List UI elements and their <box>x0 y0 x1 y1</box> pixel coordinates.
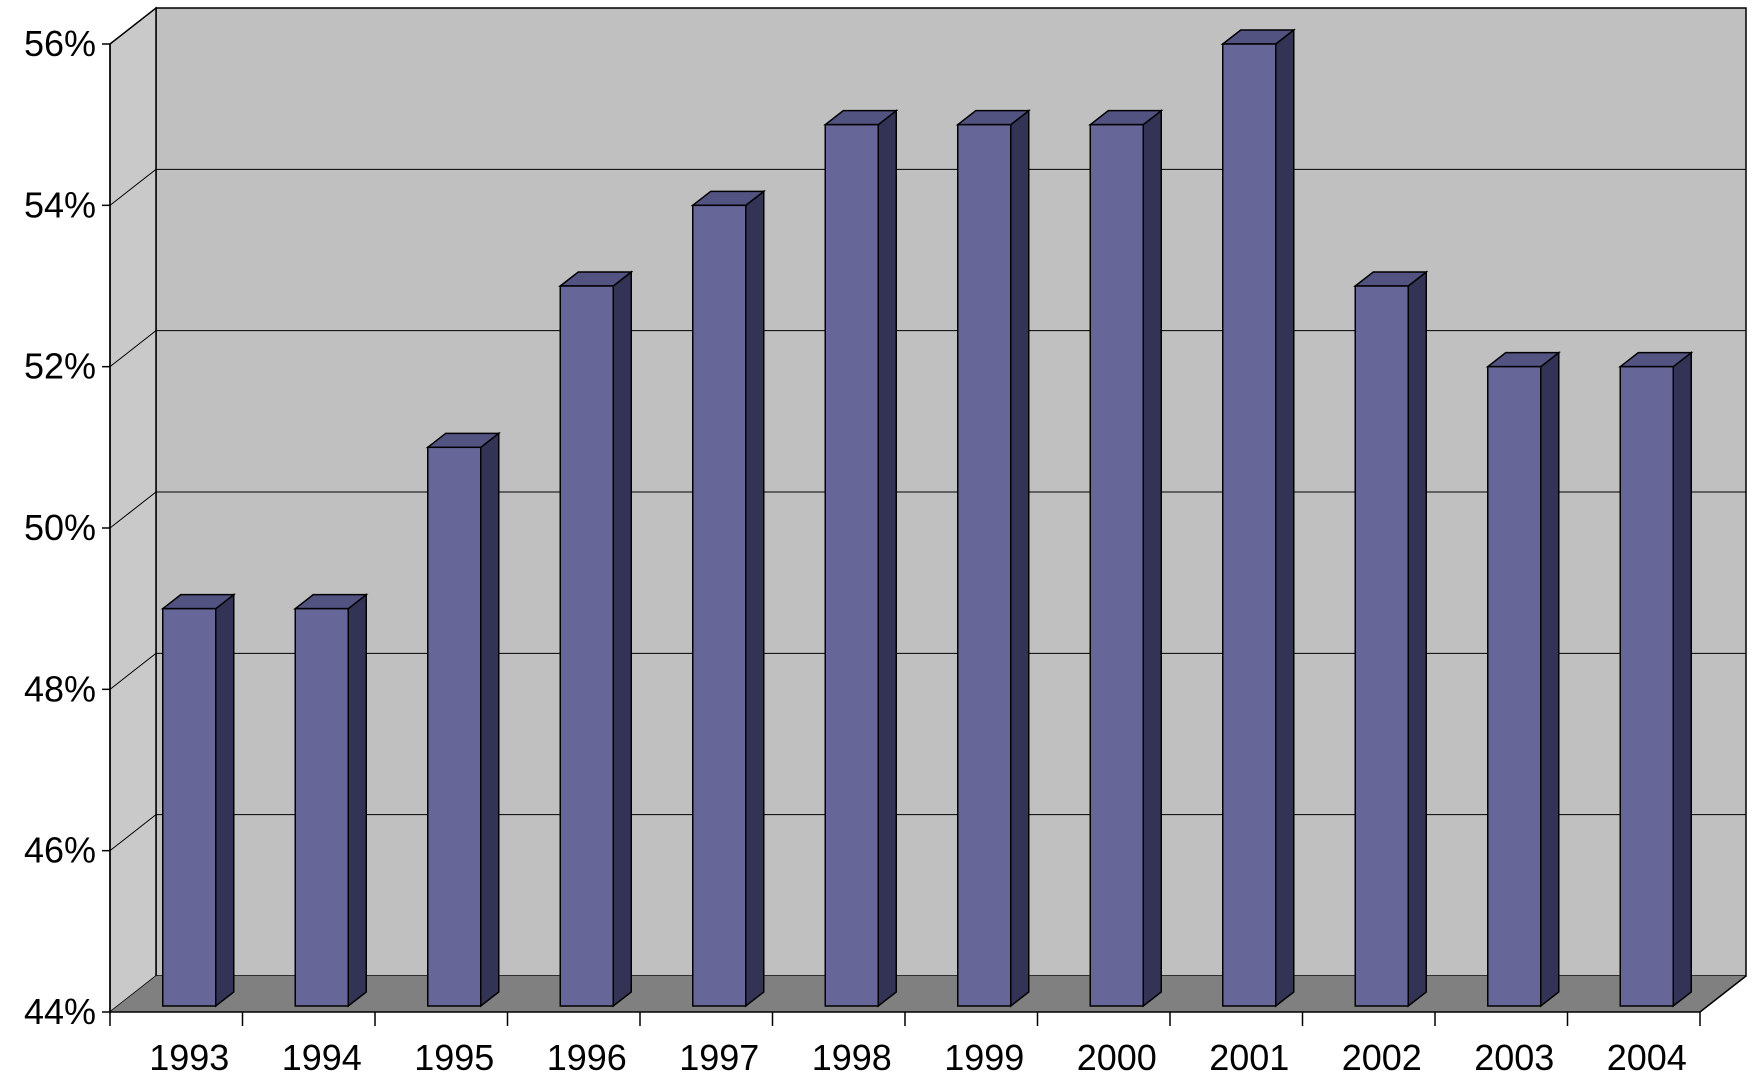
bar-side-face <box>1010 109 1030 1008</box>
floor <box>110 976 1746 1012</box>
bar <box>1485 351 1561 1008</box>
bar-side-face <box>215 593 235 1008</box>
gridline <box>109 330 1746 368</box>
floor-edge-line <box>1699 975 1747 1013</box>
axes <box>102 43 1747 1026</box>
y-tick-label: 48% <box>24 668 96 709</box>
bar-front-face <box>957 123 1012 1007</box>
bar-front-face <box>1354 285 1409 1007</box>
bar <box>1353 270 1429 1008</box>
bar <box>690 189 766 1008</box>
bar-side-face <box>877 109 897 1008</box>
gridline <box>109 491 1746 529</box>
x-tick-label: 1999 <box>944 1037 1024 1078</box>
bar-front-face <box>1619 365 1674 1007</box>
bar-front-face <box>1089 123 1144 1007</box>
y-tick-label: 50% <box>24 507 96 548</box>
x-tick-label: 2001 <box>1209 1037 1289 1078</box>
bar-front-face <box>294 607 349 1007</box>
x-tick-label: 1997 <box>679 1037 759 1078</box>
bar <box>425 431 501 1008</box>
x-tick-label: 1996 <box>547 1037 627 1078</box>
y-tick-label: 52% <box>24 346 96 387</box>
bar-side-face <box>347 593 367 1008</box>
bar-side-face <box>745 189 765 1008</box>
bar-side-face <box>1407 270 1427 1008</box>
gridlines <box>109 7 1746 852</box>
bar-front-face <box>1222 43 1277 1007</box>
bar <box>823 109 899 1008</box>
bar-front-face <box>559 285 614 1007</box>
x-tick-label: 1994 <box>282 1037 362 1078</box>
y-tick-label: 44% <box>24 991 96 1032</box>
x-tick-label: 2002 <box>1342 1037 1422 1078</box>
x-tick-label: 2000 <box>1077 1037 1157 1078</box>
bar-side-face <box>1275 28 1295 1008</box>
x-tick-label: 1995 <box>414 1037 494 1078</box>
bar-side-face <box>1540 351 1560 1008</box>
y-tick-label: 46% <box>24 830 96 871</box>
x-axis-tick-labels: 1993 1994 1995 1996 1997 1998 1999 2000 2001 2002… <box>149 1037 1687 1078</box>
x-tick-label: 1998 <box>812 1037 892 1078</box>
bar <box>558 270 634 1008</box>
y-axis-tick-labels: 44% 46% 48% 50% 52% 54% 56% <box>24 23 96 1032</box>
bar <box>160 593 236 1008</box>
gridline <box>109 168 1746 206</box>
bars <box>160 28 1694 1008</box>
y-tick-label: 56% <box>24 23 96 64</box>
bar-front-face <box>427 446 482 1007</box>
bar-side-face <box>1142 109 1162 1008</box>
bar-side-face <box>612 270 632 1008</box>
bar-side-face <box>1672 351 1692 1008</box>
bar <box>1618 351 1694 1008</box>
bar-front-face <box>824 123 879 1007</box>
gridline <box>109 814 1746 852</box>
bar <box>1088 109 1164 1008</box>
bar <box>293 593 369 1008</box>
x-tick-label: 2004 <box>1607 1037 1687 1078</box>
bar <box>1220 28 1296 1008</box>
bar-side-face <box>480 431 500 1008</box>
y-tick-label: 54% <box>24 184 96 225</box>
bar-front-face <box>162 607 217 1007</box>
bar-front-face <box>1487 365 1542 1007</box>
x-tick-label: 2003 <box>1474 1037 1554 1078</box>
gridline <box>109 652 1746 690</box>
gridline <box>109 7 1746 45</box>
bar <box>955 109 1031 1008</box>
bar-front-face <box>692 204 747 1007</box>
x-tick-label: 1993 <box>149 1037 229 1078</box>
